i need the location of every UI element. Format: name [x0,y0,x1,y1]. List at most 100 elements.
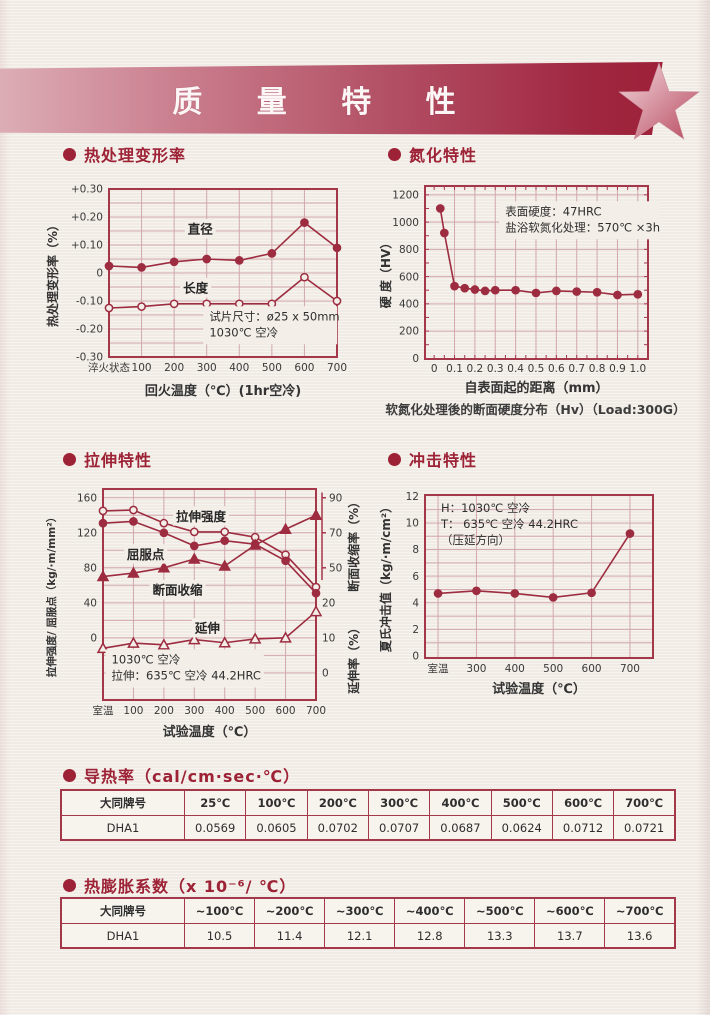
svg-text:延伸: 延伸 [194,621,220,636]
section-header-tensile: 拉伸特性 [63,447,152,471]
value-cell: 12.1 [324,923,396,949]
svg-text:400: 400 [229,362,249,374]
svg-text:试验温度（℃）: 试验温度（℃） [163,724,257,740]
svg-text:（压延方向）: （压延方向） [441,533,510,547]
section-label: 热处理变形率 [84,146,187,165]
value-cell: 13.7 [534,923,606,949]
svg-text:延伸率（%）: 延伸率（%） [346,622,361,695]
svg-text:1000: 1000 [392,217,419,229]
svg-text:80: 80 [84,562,97,574]
svg-text:0.1: 0.1 [446,363,463,375]
column-header: ~500℃ [464,897,536,924]
value-cell: 0.0707 [367,815,431,841]
value-cell: 0.0712 [551,815,615,841]
svg-text:直径: 直径 [188,222,214,237]
column-header: ~200℃ [254,897,326,924]
svg-text:700: 700 [620,663,640,675]
svg-text:500: 500 [245,705,265,717]
bullet-dot-icon [388,452,401,466]
svg-text:T： 635℃ 空冷 44.2HRC: T： 635℃ 空冷 44.2HRC [440,517,578,531]
bullet-dot-icon [63,147,76,161]
svg-text:+0.30: +0.30 [71,184,103,196]
svg-text:10: 10 [322,633,335,645]
column-header: 100℃ [245,789,308,816]
section-header-heat: 热处理变形率 [63,142,186,166]
svg-text:盐浴软氮化处理：570℃ ×3h: 盐浴软氮化处理：570℃ ×3h [505,220,660,234]
svg-text:表面硬度：47HRC: 表面硬度：47HRC [505,204,601,218]
svg-text:600: 600 [276,705,296,717]
column-header: 400℃ [429,789,492,816]
svg-text:100: 100 [132,362,152,374]
svg-text:+0.20: +0.20 [71,212,103,224]
svg-text:0.4: 0.4 [507,363,524,375]
svg-text:0.5: 0.5 [528,363,545,375]
svg-text:6: 6 [412,571,419,583]
nitride-plot-svg: 表面硬度：47HRC 盐浴软氮化处理：570℃ ×3h 0 200 400 600 800 1… [378,185,660,396]
svg-text:硬 度（HV）: 硬 度（HV） [378,237,393,309]
svg-text:淬火状态: 淬火状态 [88,361,130,374]
section-header-nitride: 氮化特性 [388,142,477,166]
section-label: 拉伸特性 [84,451,153,470]
svg-text:200: 200 [164,362,184,374]
svg-text:断面收缩率（%）: 断面收缩率（%） [346,496,361,592]
svg-text:300: 300 [184,705,204,717]
svg-text:700: 700 [327,362,347,374]
svg-text:0: 0 [90,633,97,645]
section-label: 氮化特性 [409,146,478,165]
svg-text:10: 10 [406,518,419,530]
svg-text:自表面起的距离（mm）: 自表面起的距离（mm） [464,380,608,396]
value-cell: 12.8 [394,923,466,949]
value-cell: 0.0702 [306,815,369,841]
svg-text:+0.10: +0.10 [71,240,103,252]
svg-text:12: 12 [406,491,419,503]
svg-text:拉伸强度/ 屈服点（kg/·m/mm²）: 拉伸强度/ 屈服点（kg/·m/mm²） [45,512,58,678]
svg-text:断面收缩: 断面收缩 [153,583,204,598]
brand-cell: DHA1 [60,815,185,841]
svg-text:70: 70 [329,527,342,539]
svg-text:0.9: 0.9 [609,363,626,375]
column-header: 300℃ [367,789,431,816]
bullet-dot-icon [63,878,76,892]
svg-text:0.6: 0.6 [548,363,565,375]
svg-text:400: 400 [399,299,419,311]
svg-text:-0.30: -0.30 [76,352,103,364]
svg-text:0: 0 [412,353,419,365]
svg-text:拉伸：635℃ 空冷 44.2HRC: 拉伸：635℃ 空冷 44.2HRC [112,668,261,682]
svg-text:-0.20: -0.20 [76,324,103,336]
svg-text:20: 20 [322,597,335,609]
svg-text:屈服点: 屈服点 [127,547,165,562]
svg-text:100: 100 [123,705,143,717]
value-cell: 10.5 [183,923,256,949]
value-cell: 13.3 [464,923,536,949]
svg-text:200: 200 [399,326,419,338]
svg-text:0.7: 0.7 [568,363,585,375]
svg-text:1030℃ 空冷: 1030℃ 空冷 [209,325,278,339]
svg-text:400: 400 [215,705,235,717]
section-header-expansion: 热膨胀系数（x 10⁻⁶/ ℃） [63,873,296,897]
column-header: 200℃ [306,789,369,816]
svg-text:拉伸强度: 拉伸强度 [176,509,227,524]
svg-text:4: 4 [412,597,419,609]
bullet-dot-icon [63,768,76,782]
svg-text:0: 0 [322,668,329,680]
column-header: ~300℃ [324,897,396,924]
column-header: 大同牌号 [60,789,185,816]
value-cell: 11.4 [254,923,326,949]
svg-text:0: 0 [96,268,103,280]
value-cell: 0.0569 [183,815,247,841]
svg-text:室温: 室温 [93,704,114,717]
svg-text:600: 600 [294,362,314,374]
column-header: 600℃ [551,789,615,816]
svg-text:试验温度（℃）: 试验温度（℃） [492,681,586,697]
svg-text:1.0: 1.0 [629,363,646,375]
column-header: ~100℃ [183,897,256,924]
star-icon [618,61,700,140]
svg-text:0.3: 0.3 [487,363,504,375]
section-label: 冲击特性 [409,451,478,470]
table-row: DHA1 10.5 11.4 12.1 12.8 13.3 13.7 13.6 [60,923,676,949]
svg-text:8: 8 [412,544,419,556]
value-cell: 0.0721 [613,815,676,841]
